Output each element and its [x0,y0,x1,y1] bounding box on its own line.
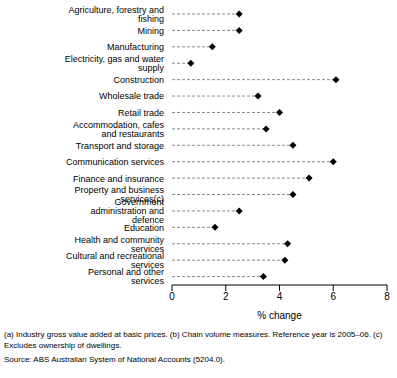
svg-text:Construction: Construction [113,75,164,85]
svg-text:Education: Education [124,223,164,233]
svg-text:Governmentadministration andde: Governmentadministration anddefence [90,197,164,225]
svg-text:Accommodation, cafesand restau: Accommodation, cafesand restaurants [73,120,165,139]
svg-text:2: 2 [223,291,229,302]
svg-text:4: 4 [277,291,283,302]
svg-text:Communication services: Communication services [66,157,165,167]
svg-text:Transport and storage: Transport and storage [76,141,164,151]
svg-text:Manufacturing: Manufacturing [107,42,164,52]
svg-text:0: 0 [169,291,175,302]
svg-text:% change: % change [257,310,302,321]
svg-text:Agriculture, forestry andfishi: Agriculture, forestry andfishing [68,5,164,24]
svg-text:6: 6 [330,291,336,302]
svg-text:Mining: Mining [137,26,164,36]
svg-text:Retail trade: Retail trade [118,108,164,118]
svg-text:Electricity, gas and watersupp: Electricity, gas and watersupply [65,54,165,73]
svg-text:Personal and otherservices: Personal and otherservices [88,267,165,286]
svg-text:Finance and insurance: Finance and insurance [73,174,164,184]
svg-text:8: 8 [384,291,389,302]
svg-text:Wholesale trade: Wholesale trade [99,91,164,101]
